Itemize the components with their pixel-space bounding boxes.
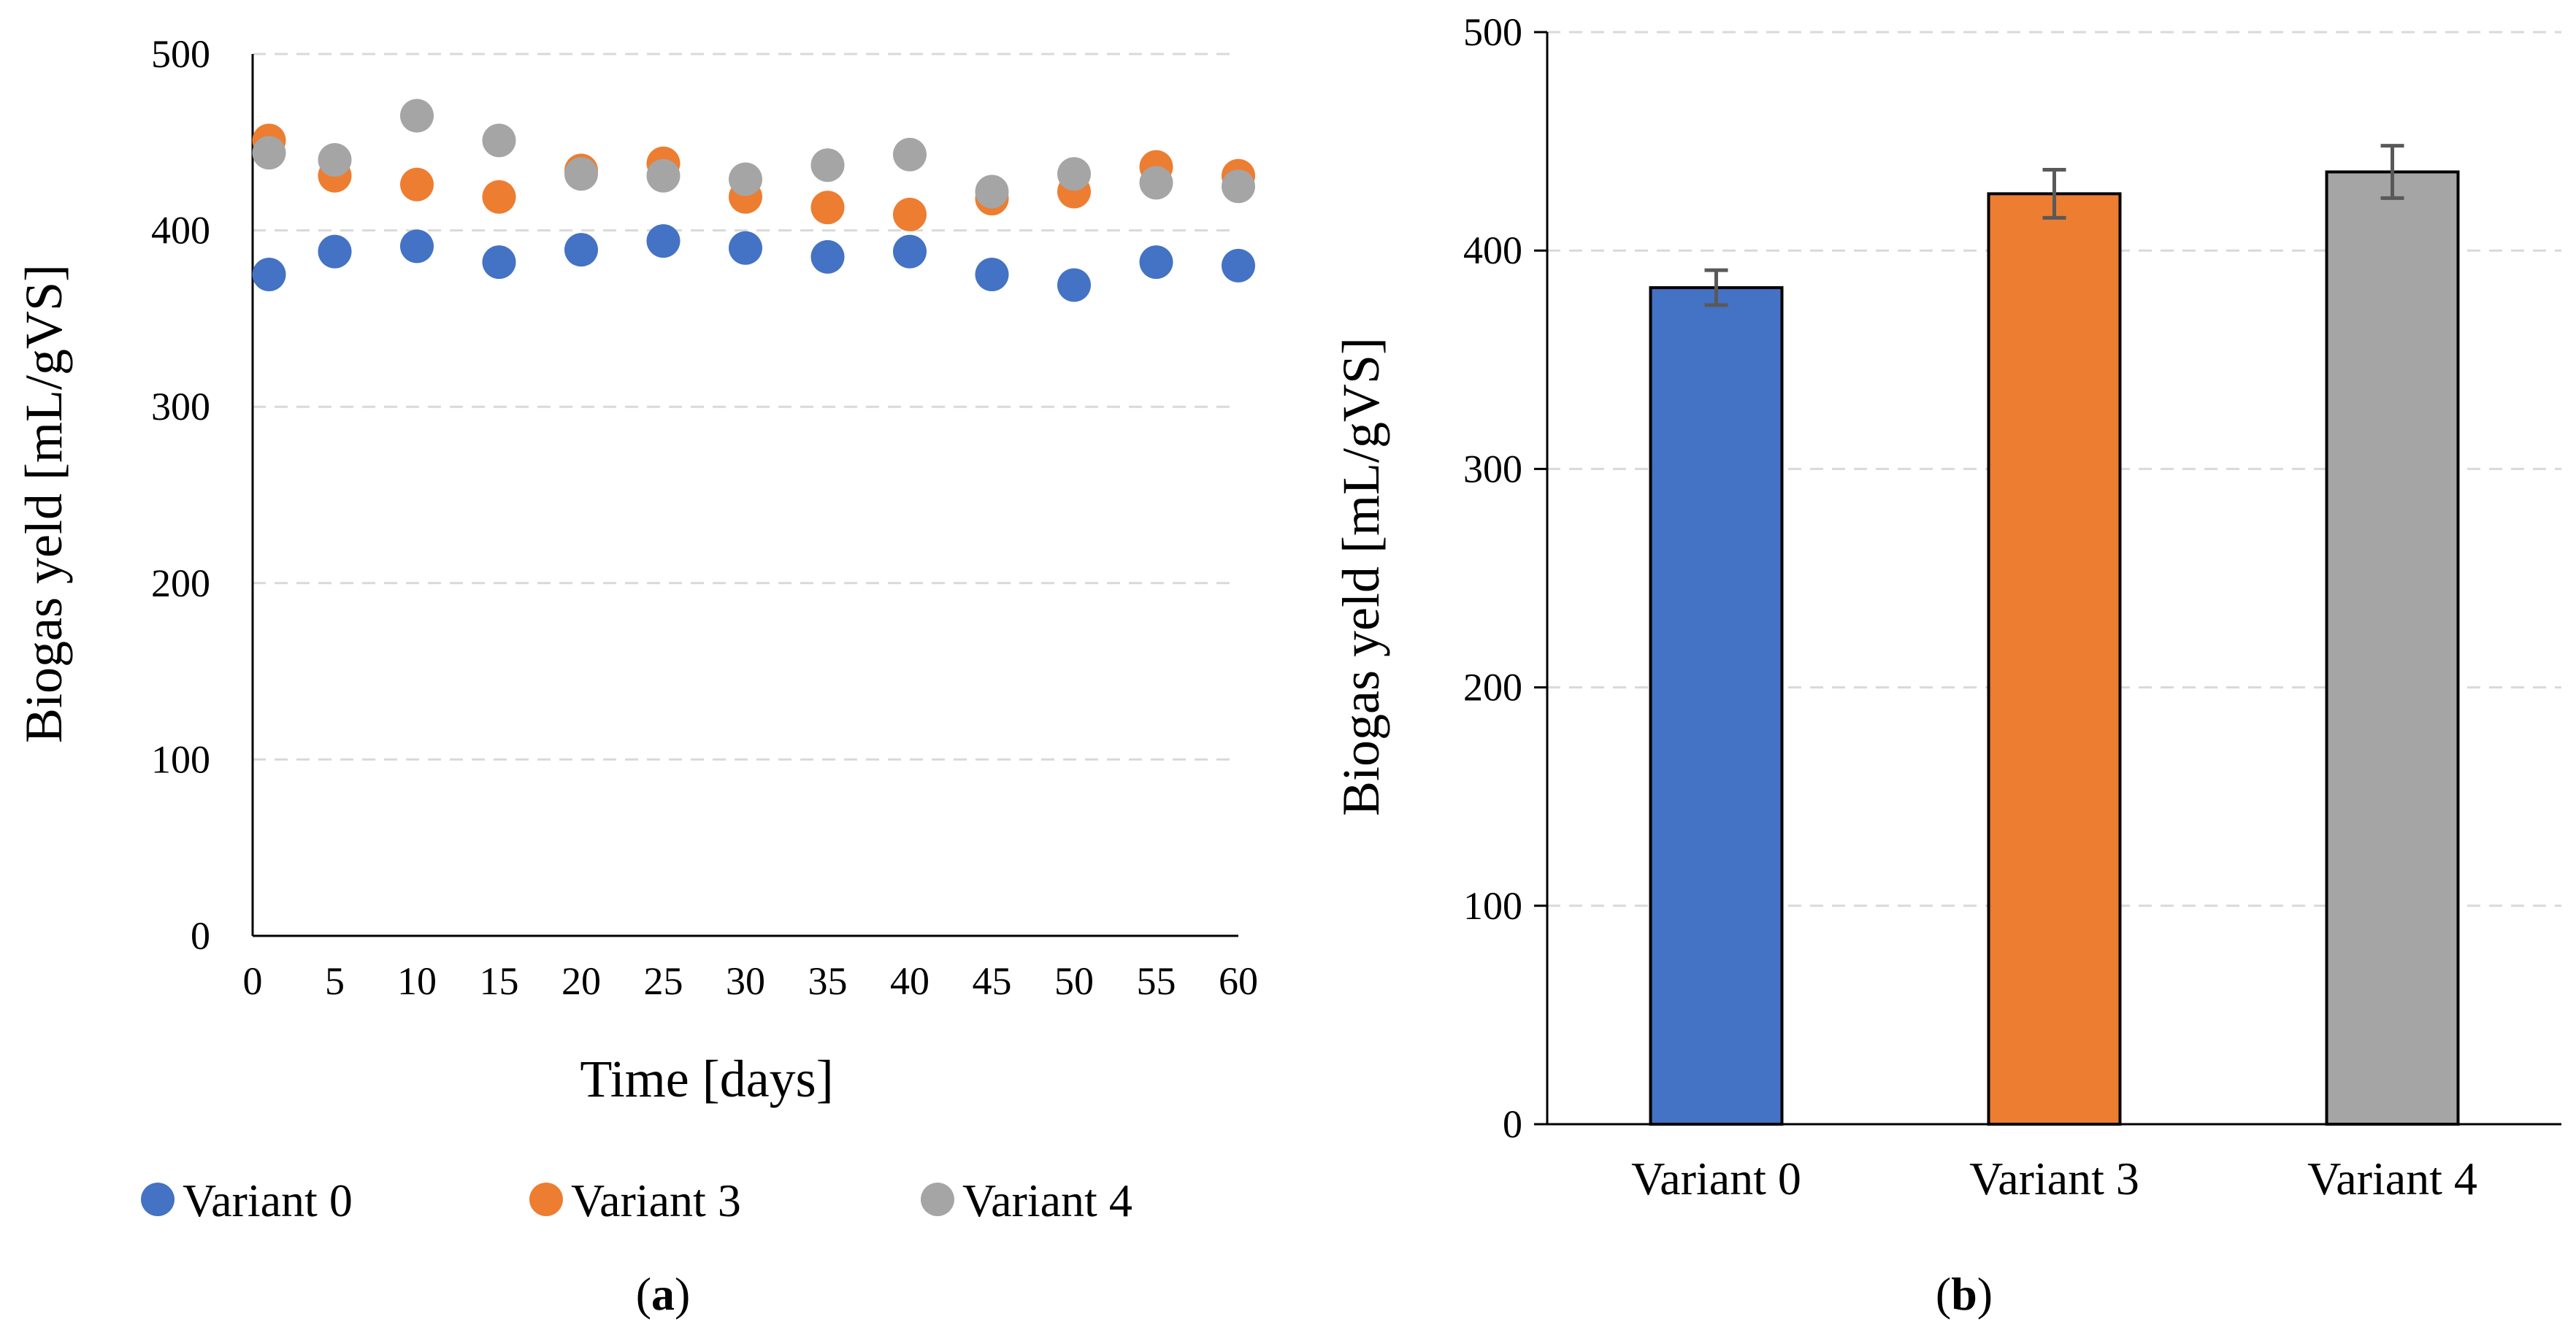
category-label: Variant 4 <box>2307 1153 2477 1204</box>
category-label: Variant 0 <box>1631 1153 1801 1204</box>
data-point <box>975 174 1009 209</box>
x-tick-labels: 0 5 10 15 20 25 30 35 40 45 50 55 60 <box>243 959 1259 1003</box>
data-point <box>1139 166 1173 200</box>
error-bar <box>2042 167 2066 220</box>
data-point <box>482 123 516 158</box>
legend-item: Variant 0 <box>141 1175 353 1226</box>
x-tick-label: 60 <box>1219 959 1258 1003</box>
bars <box>1649 170 2460 1126</box>
y-tick-label: 100 <box>1463 884 1522 928</box>
panel-label-a: (a) <box>636 1268 691 1320</box>
data-point <box>318 142 352 177</box>
data-point <box>482 245 516 280</box>
data-point <box>1222 169 1255 204</box>
y-tick-labels: 0 100 200 300 400 500 <box>1463 10 1547 1146</box>
legend-item: Variant 3 <box>529 1175 741 1226</box>
data-points <box>252 99 1255 302</box>
data-point <box>1222 248 1255 283</box>
data-point <box>810 191 845 225</box>
y-axis-title: Biogas yeld [mL/gVS] <box>1332 337 1390 816</box>
data-point <box>975 258 1009 291</box>
x-tick-label: 25 <box>644 959 683 1003</box>
x-tick-label: 15 <box>480 959 519 1003</box>
category-label: Variant 3 <box>1969 1153 2139 1204</box>
y-tick-label: 500 <box>151 32 210 76</box>
data-point <box>400 99 434 133</box>
bar <box>1649 286 1784 1126</box>
legend: Variant 0 Variant 3 Variant 4 <box>141 1175 1132 1226</box>
x-tick-label: 10 <box>397 959 437 1003</box>
x-tick-label: 30 <box>726 959 765 1003</box>
category-labels: Variant 0 Variant 3 Variant 4 <box>1631 1153 2477 1204</box>
data-point <box>400 229 434 264</box>
x-tick-label: 35 <box>808 959 848 1003</box>
legend-marker <box>529 1183 563 1216</box>
panel-label-b: (b) <box>1936 1268 1993 1320</box>
data-point <box>252 258 286 291</box>
y-axis-title: Biogas yeld [mL/gVS] <box>15 264 73 743</box>
data-point <box>810 239 845 274</box>
y-tick-label: 0 <box>191 914 210 958</box>
axes <box>251 54 1238 937</box>
x-tick-label: 20 <box>561 959 601 1003</box>
data-point <box>893 137 927 172</box>
data-point <box>729 162 762 196</box>
gridlines <box>253 53 1238 761</box>
x-tick-label: 40 <box>890 959 929 1003</box>
error-bar <box>2380 144 2404 200</box>
y-tick-label: 300 <box>151 385 210 429</box>
legend-label: Variant 0 <box>183 1175 353 1226</box>
legend-label: Variant 4 <box>962 1175 1132 1226</box>
data-point <box>1139 245 1173 280</box>
y-tick-labels: 0 100 200 300 400 500 <box>151 32 210 958</box>
scatter-chart: 0 100 200 300 400 500 0 5 10 15 20 25 30 35 40 45 50 55 6… <box>15 32 1258 1320</box>
x-tick-label: 50 <box>1054 959 1094 1003</box>
y-tick-label: 200 <box>151 561 210 605</box>
data-point <box>564 157 598 191</box>
data-point <box>564 233 598 267</box>
y-tick-label: 400 <box>151 209 210 253</box>
legend-marker <box>141 1183 175 1216</box>
data-point <box>729 231 762 265</box>
legend-item: Variant 4 <box>921 1175 1132 1226</box>
y-tick-label: 100 <box>151 737 210 781</box>
panel-label-a-letter: a <box>651 1268 675 1320</box>
y-tick-label: 400 <box>1463 228 1522 272</box>
error-bar <box>1704 268 1728 307</box>
data-point <box>893 197 927 231</box>
data-point <box>646 158 681 193</box>
bar <box>2325 170 2460 1126</box>
y-tick-label: 0 <box>1503 1102 1522 1146</box>
data-point <box>400 167 434 201</box>
y-tick-label: 500 <box>1463 10 1522 54</box>
x-tick-label: 0 <box>243 959 263 1003</box>
x-tick-label: 45 <box>973 959 1012 1003</box>
axes <box>1546 32 2561 1126</box>
x-axis-title: Time [days] <box>580 1050 833 1108</box>
y-tick-label: 300 <box>1463 447 1522 491</box>
x-tick-label: 55 <box>1137 959 1176 1003</box>
bar <box>1987 192 2122 1126</box>
data-point <box>893 234 927 269</box>
legend-label: Variant 3 <box>571 1175 741 1226</box>
data-point <box>252 136 286 170</box>
y-tick-label: 200 <box>1463 666 1522 710</box>
panel-label-b-letter: b <box>1951 1268 1977 1320</box>
data-point <box>482 180 516 214</box>
series-variant-4 <box>252 99 1255 209</box>
error-bars <box>1704 144 2404 307</box>
x-tick-label: 5 <box>325 959 345 1003</box>
data-point <box>810 148 845 182</box>
series-variant-0 <box>252 224 1255 302</box>
data-point <box>1057 268 1091 302</box>
data-point <box>318 234 352 269</box>
data-point <box>646 224 681 258</box>
legend-marker <box>921 1183 954 1216</box>
data-point <box>1057 157 1091 191</box>
